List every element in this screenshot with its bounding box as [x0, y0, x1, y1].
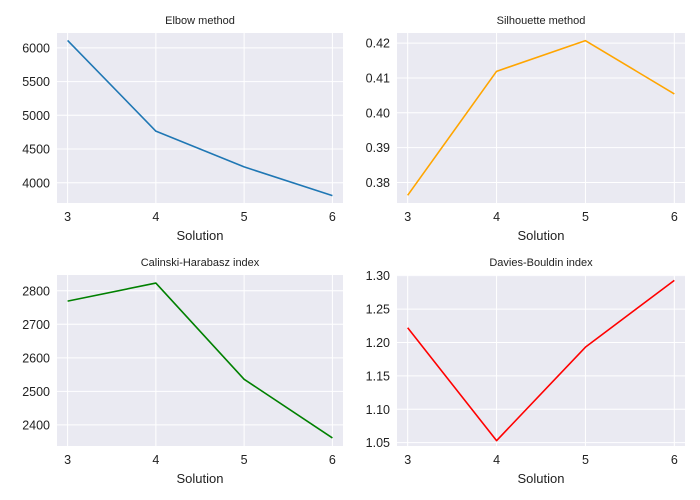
x-tick-label: 5 — [582, 453, 589, 467]
plot-area — [397, 33, 685, 203]
y-tick-label: 1.05 — [366, 436, 390, 450]
chart-title: Calinski-Harabasz index — [141, 257, 260, 269]
y-tick-label: 0.41 — [366, 71, 390, 85]
x-tick-label: 6 — [671, 210, 678, 224]
y-tick-label: 0.39 — [366, 141, 390, 155]
chart-title: Elbow method — [165, 15, 235, 27]
y-tick-label: 5000 — [22, 109, 50, 123]
y-tick-label: 1.10 — [366, 403, 390, 417]
y-tick-label: 4000 — [22, 176, 50, 190]
x-tick-label: 6 — [329, 210, 336, 224]
y-tick-label: 2800 — [22, 284, 50, 298]
x-tick-label: 3 — [404, 210, 411, 224]
y-tick-label: 6000 — [22, 41, 50, 55]
series-line — [67, 282, 333, 439]
chart-panel-4: 3 4 5 6 1.05 1.10 1.15 1.20 1.25 1.30 Davies-Bould… — [366, 257, 685, 486]
x-tick-label: 4 — [493, 210, 500, 224]
chart-panel-3: 3 4 5 6 2400 2500 2600 2700 2800 Calinski-Harabas… — [22, 257, 343, 486]
y-tick-label: 2400 — [22, 418, 50, 432]
chart-panel-2: 3 4 5 6 0.38 0.39 0.40 0.41 0.42 Silhouette metho… — [366, 15, 685, 243]
x-tick-label: 3 — [64, 210, 71, 224]
x-tick-label: 5 — [582, 210, 589, 224]
chart-title: Silhouette method — [497, 15, 586, 27]
y-tick-label: 2700 — [22, 318, 50, 332]
x-tick-label: 6 — [671, 453, 678, 467]
x-tick-label: 3 — [64, 453, 71, 467]
y-tick-label: 1.15 — [366, 369, 390, 383]
x-tick-label: 5 — [241, 453, 248, 467]
x-tick-label: 3 — [404, 453, 411, 467]
x-axis-label: Solution — [177, 471, 224, 486]
chart-panel-1: 3 4 5 6 4000 4500 5000 5500 6000 Elbow method Solu… — [22, 15, 343, 243]
x-tick-label: 6 — [329, 453, 336, 467]
series-line — [407, 279, 675, 442]
x-tick-label: 4 — [493, 453, 500, 467]
y-tick-label: 0.42 — [366, 37, 390, 51]
x-axis-label: Solution — [177, 228, 224, 243]
series-line — [67, 39, 333, 197]
x-axis-label: Solution — [518, 228, 565, 243]
y-tick-label: 2600 — [22, 351, 50, 365]
plot-area — [57, 275, 343, 446]
plot-area — [397, 275, 685, 446]
x-tick-label: 5 — [241, 210, 248, 224]
y-tick-label: 4500 — [22, 143, 50, 157]
y-tick-label: 1.20 — [366, 336, 390, 350]
x-axis-label: Solution — [518, 471, 565, 486]
y-tick-label: 5500 — [22, 75, 50, 89]
x-tick-label: 4 — [152, 453, 159, 467]
y-tick-label: 1.30 — [366, 269, 390, 283]
y-tick-label: 0.40 — [366, 106, 390, 120]
series-line — [407, 39, 675, 196]
chart-title: Davies-Bouldin index — [489, 257, 593, 269]
y-tick-label: 1.25 — [366, 303, 390, 317]
x-tick-label: 4 — [152, 210, 159, 224]
y-tick-label: 2500 — [22, 385, 50, 399]
plot-area — [57, 33, 343, 203]
y-tick-label: 0.38 — [366, 176, 390, 190]
